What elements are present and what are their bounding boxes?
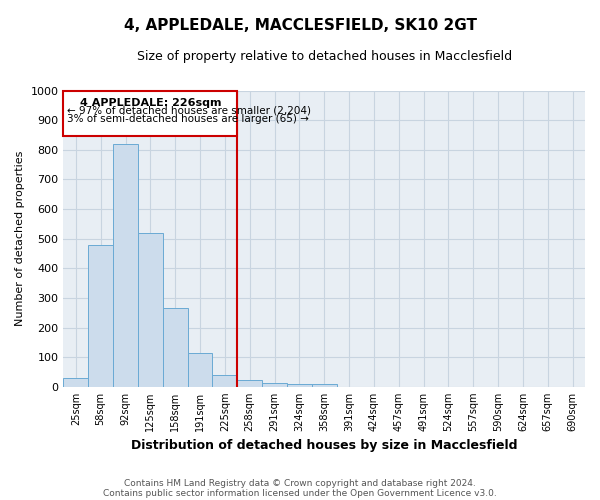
Text: 4 APPLEDALE: 226sqm: 4 APPLEDALE: 226sqm <box>80 98 221 108</box>
Bar <box>113 144 138 387</box>
Bar <box>262 384 287 387</box>
Bar <box>188 352 212 387</box>
Y-axis label: Number of detached properties: Number of detached properties <box>15 151 25 326</box>
Text: ← 97% of detached houses are smaller (2,204): ← 97% of detached houses are smaller (2,… <box>67 106 311 116</box>
Bar <box>88 244 113 387</box>
Bar <box>237 380 262 387</box>
Bar <box>138 233 163 387</box>
Text: Contains public sector information licensed under the Open Government Licence v3: Contains public sector information licen… <box>103 488 497 498</box>
Title: Size of property relative to detached houses in Macclesfield: Size of property relative to detached ho… <box>137 50 512 63</box>
Bar <box>212 375 237 387</box>
Text: 3% of semi-detached houses are larger (65) →: 3% of semi-detached houses are larger (6… <box>67 114 309 124</box>
X-axis label: Distribution of detached houses by size in Macclesfield: Distribution of detached houses by size … <box>131 440 517 452</box>
Text: 4, APPLEDALE, MACCLESFIELD, SK10 2GT: 4, APPLEDALE, MACCLESFIELD, SK10 2GT <box>124 18 476 32</box>
Bar <box>287 384 312 387</box>
Bar <box>312 384 337 387</box>
FancyBboxPatch shape <box>64 90 237 136</box>
Text: Contains HM Land Registry data © Crown copyright and database right 2024.: Contains HM Land Registry data © Crown c… <box>124 478 476 488</box>
Bar <box>163 308 188 387</box>
Bar <box>64 378 88 387</box>
